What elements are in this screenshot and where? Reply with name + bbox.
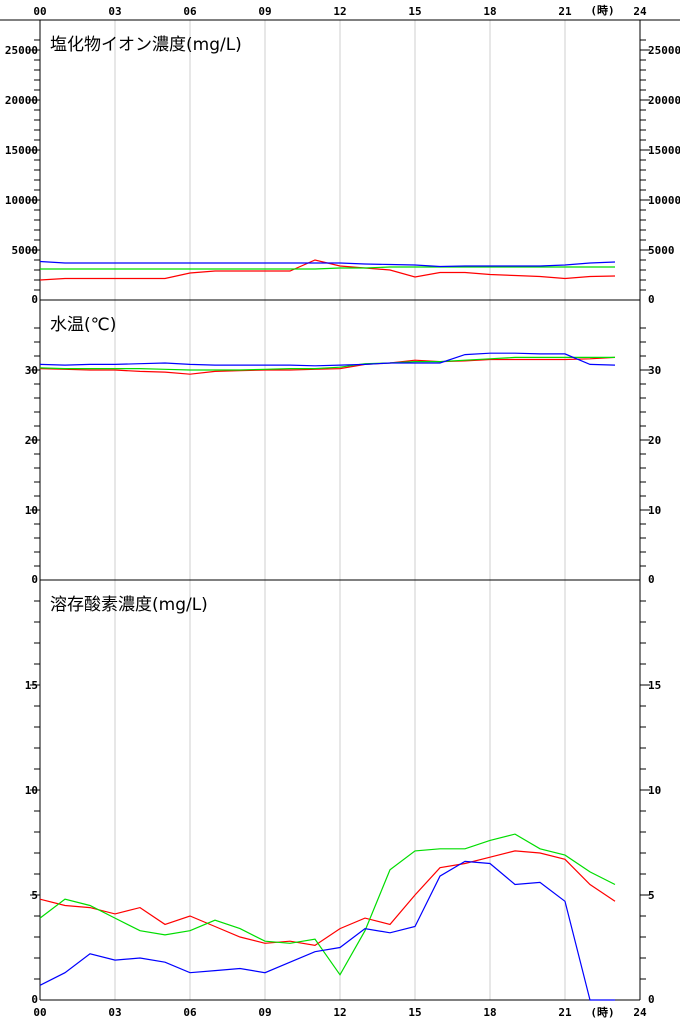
x-tick-label-top: 00: [33, 5, 46, 18]
series-line-2: [39, 833, 616, 976]
x-tick-label-bottom: 24: [633, 1006, 647, 1019]
series-line-2: [39, 356, 615, 371]
y-tick-label-left: 10000: [5, 194, 38, 207]
x-tick-label-top: 24: [633, 5, 647, 18]
y-tick-label-right: 5: [648, 889, 655, 902]
y-tick-label-right: 20000: [648, 94, 680, 107]
x-tick-label-bottom: 03: [108, 1006, 121, 1019]
y-tick-label-left: 15: [25, 679, 38, 692]
y-tick-label-left: 5: [31, 889, 38, 902]
x-tick-label-top: 18: [483, 5, 496, 18]
y-tick-label-left: 0: [31, 993, 38, 1006]
y-tick-label-left: 0: [31, 573, 38, 586]
y-tick-label-left: 30: [25, 364, 38, 377]
x-tick-label-top: 03: [108, 5, 121, 18]
panel-title: 水温(℃): [50, 315, 116, 335]
y-tick-label-left: 15000: [5, 144, 38, 157]
x-tick-label-bottom: 06: [183, 1006, 197, 1019]
y-tick-label-left: 20: [25, 434, 38, 447]
y-tick-label-right: 10: [648, 784, 661, 797]
y-tick-label-right: 15000: [648, 144, 680, 157]
y-tick-label-right: 25000: [648, 44, 680, 57]
x-tick-label-bottom: 21: [558, 1006, 572, 1019]
y-tick-label-right: 0: [648, 573, 655, 586]
x-tick-label-bottom: 09: [258, 1006, 271, 1019]
y-tick-label-right: 5000: [648, 244, 675, 257]
x-tick-label-bottom: 18: [483, 1006, 496, 1019]
series-line-1: [39, 356, 616, 375]
x-unit-label-top: (時): [590, 3, 614, 17]
y-tick-label-right: 30: [648, 364, 661, 377]
y-tick-label-left: 10: [25, 784, 38, 797]
panel-title: 塩化物イオン濃度(mg/L): [50, 35, 242, 55]
x-tick-label-top: 15: [408, 5, 421, 18]
x-tick-label-top: 21: [558, 5, 572, 18]
y-tick-label-right: 0: [648, 293, 655, 306]
y-tick-label-left: 0: [31, 293, 38, 306]
x-unit-label-bottom: (時): [590, 1005, 614, 1019]
y-tick-label-left: 5000: [12, 244, 39, 257]
y-tick-label-right: 20: [648, 434, 661, 447]
y-tick-label-left: 20000: [5, 94, 38, 107]
x-tick-label-bottom: 12: [333, 1006, 346, 1019]
y-tick-label-left: 10: [25, 504, 38, 517]
series-line-1: [39, 850, 616, 947]
y-tick-label-right: 10000: [648, 194, 680, 207]
x-tick-label-bottom: 15: [408, 1006, 421, 1019]
y-tick-label-right: 0: [648, 993, 655, 1006]
y-tick-label-left: 25000: [5, 44, 38, 57]
series-line-3: [39, 352, 616, 367]
y-tick-label-right: 15: [648, 679, 661, 692]
series-line-2: [40, 266, 615, 270]
x-tick-label-top: 06: [183, 5, 197, 18]
series-line-3: [39, 860, 615, 1001]
panel-title: 溶存酸素濃度(mg/L): [50, 595, 208, 615]
x-tick-label-top: 12: [333, 5, 346, 18]
x-tick-label-bottom: 00: [33, 1006, 46, 1019]
x-tick-label-top: 09: [258, 5, 271, 18]
series-line-3: [39, 260, 616, 268]
y-tick-label-right: 10: [648, 504, 661, 517]
